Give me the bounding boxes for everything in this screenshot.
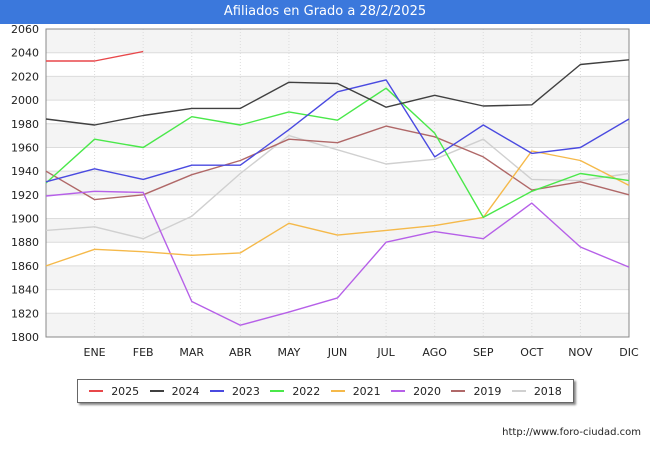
x-tick-label: OCT: [520, 346, 543, 359]
legend-swatch: [391, 390, 406, 392]
legend-label: 2025: [111, 384, 140, 398]
plot-band: [46, 29, 629, 53]
legend-swatch: [209, 390, 224, 392]
x-tick-label: MAR: [179, 346, 204, 359]
y-tick-label: 1940: [11, 165, 39, 178]
y-tick-label: 1820: [11, 307, 39, 320]
legend-item-2025: 2025: [89, 385, 139, 398]
legend-label: 2019: [473, 384, 502, 398]
legend-item-2022: 2022: [270, 385, 320, 398]
legend-item-2021: 2021: [330, 384, 381, 398]
x-tick-label: AGO: [422, 346, 447, 359]
series-line-2018: [45, 134, 630, 240]
legend-swatch: [89, 390, 104, 392]
x-tick-label: FEB: [133, 346, 154, 359]
legend-label: 2018: [533, 384, 562, 398]
y-tick-label: 1900: [11, 213, 39, 226]
legend-swatch: [451, 390, 466, 392]
plot-band: [46, 289, 629, 314]
y-tick-label: 1800: [11, 331, 39, 344]
chart-title: Afiliados en Grado a 28/2/2025: [0, 0, 650, 24]
legend-swatch: [330, 390, 345, 392]
y-tick-label: 1840: [11, 284, 39, 297]
series-line-2019: [45, 125, 630, 201]
legend-label: 2020: [413, 384, 442, 398]
y-tick-label: 1880: [11, 236, 39, 249]
y-tick-label: 1960: [11, 141, 39, 154]
legend-label: 2021: [352, 384, 381, 398]
series-line-2025: [46, 50, 144, 62]
series-line-2023: [45, 79, 630, 183]
legend-swatch: [149, 390, 164, 392]
legend-swatch: [270, 390, 285, 392]
chart-legend: 2025 2024 2023 2022 2021 2020 2019 2018: [77, 379, 574, 403]
y-tick-label: 2000: [11, 94, 39, 107]
plot-band: [46, 52, 629, 77]
x-tick-label: DIC: [619, 346, 639, 359]
x-tick-label: SEP: [473, 346, 494, 359]
x-tick-label: JUL: [376, 346, 395, 359]
legend-label: 2023: [231, 384, 260, 398]
legend-item-2024: 2024: [149, 384, 200, 398]
plot-band: [46, 313, 629, 337]
x-tick-label: NOV: [568, 346, 593, 359]
plot-band: [46, 76, 629, 101]
legend-item-2018: 2018: [511, 384, 562, 398]
legend-swatch: [511, 390, 526, 392]
series-line-2022: [45, 87, 630, 219]
legend-label: 2022: [292, 384, 321, 398]
legend-label: 2024: [171, 384, 200, 398]
y-tick-label: 1920: [11, 189, 39, 202]
x-tick-label: ENE: [84, 346, 106, 359]
y-tick-label: 2040: [11, 47, 39, 60]
x-tick-label: MAY: [277, 346, 300, 359]
legend-item-2023: 2023: [209, 384, 260, 398]
series-line-2020: [45, 190, 630, 326]
y-tick-label: 1860: [11, 260, 39, 273]
x-tick-label: ABR: [229, 346, 252, 359]
y-tick-label: 2020: [11, 70, 39, 83]
legend-item-2020: 2020: [391, 385, 441, 398]
series-line-2024: [45, 59, 630, 126]
y-tick-label: 1980: [11, 118, 39, 131]
series-line-2021: [45, 150, 630, 267]
legend-item-2019: 2019: [451, 385, 501, 398]
plot-band: [46, 265, 629, 290]
x-tick-label: JUN: [327, 346, 348, 359]
plot-band: [46, 123, 629, 148]
source-credit: http://www.foro-ciudad.com: [502, 427, 641, 438]
y-tick-label: 2060: [11, 23, 39, 36]
